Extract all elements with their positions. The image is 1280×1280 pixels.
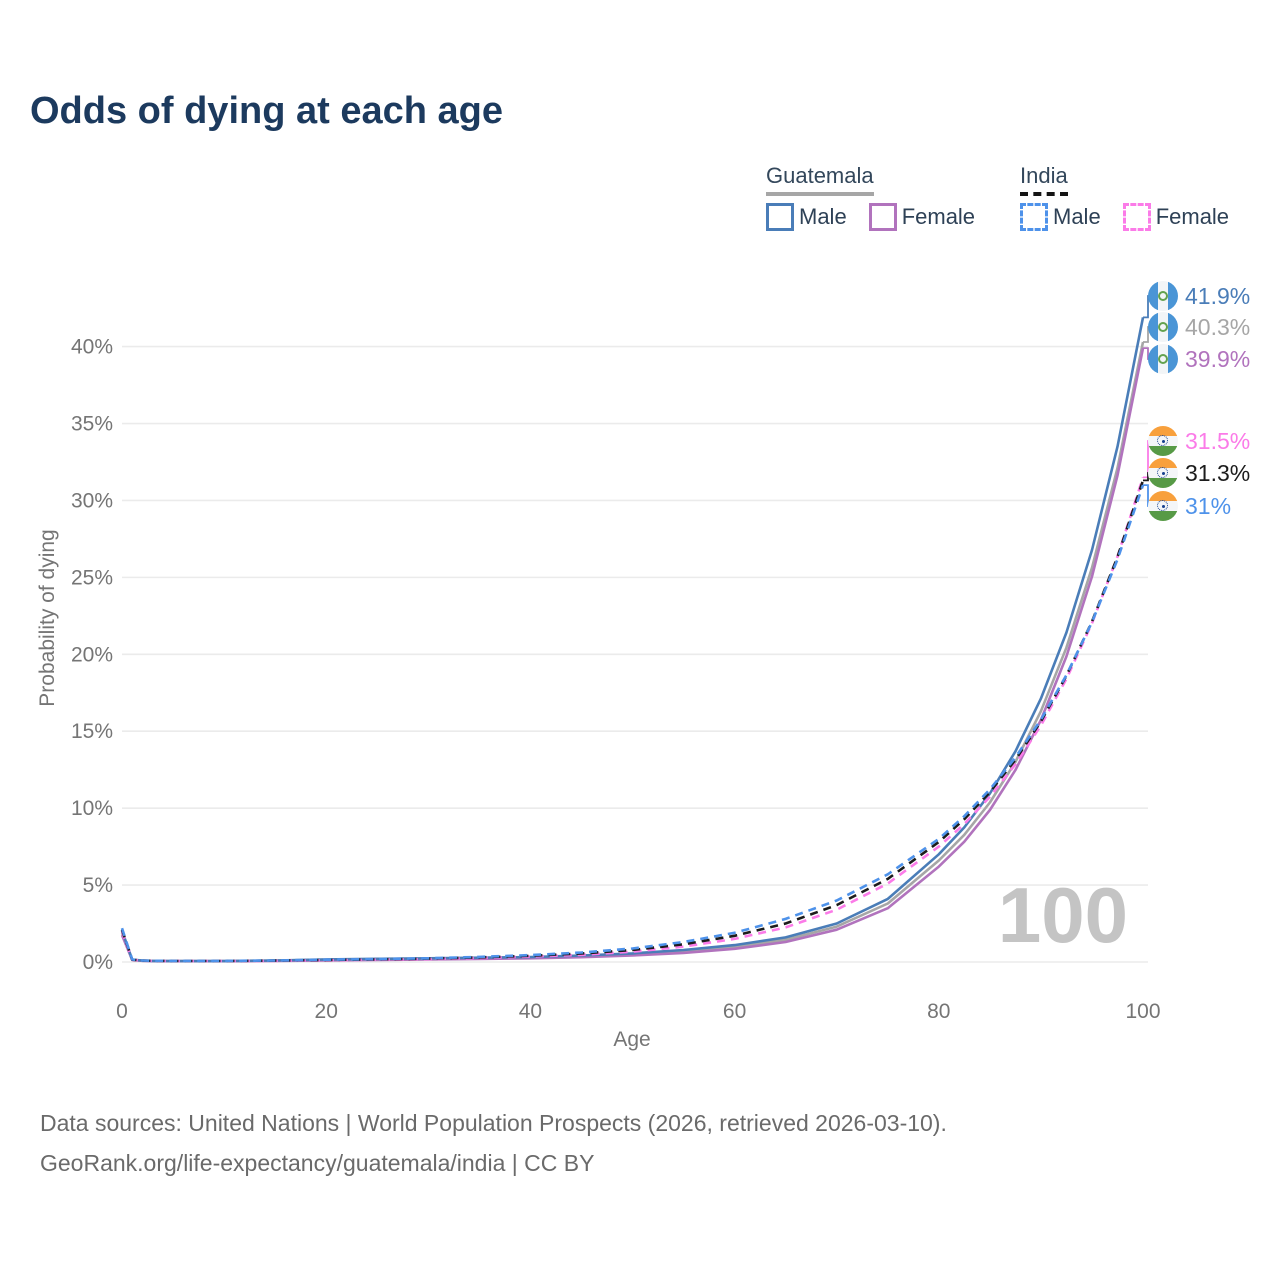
end-label-value-in-male: 31% [1185, 492, 1232, 519]
attribution-line: GeoRank.org/life-expectancy/guatemala/in… [40, 1150, 595, 1176]
legend-label-guatemala-male: Male [799, 204, 847, 229]
series-line-in-female [120, 477, 1145, 963]
x-tick-label: 0 [116, 1000, 128, 1023]
data-source-line: Data sources: United Nations | World Pop… [40, 1110, 947, 1136]
end-label-value-in-total: 31.3% [1185, 459, 1251, 486]
india-flag-icon [1148, 491, 1178, 521]
series-line-gt-total [120, 341, 1145, 963]
legend-swatch-guatemala-male-icon [766, 203, 794, 231]
legend-swatch-india-female-icon [1122, 203, 1151, 231]
legend-row-guatemala: Male Female [766, 203, 997, 231]
x-tick-label: 100 [1125, 1000, 1160, 1023]
end-label-gt-male: 41.9% [1148, 281, 1250, 311]
end-label-in-total: 31.3% [1148, 458, 1250, 488]
guatemala-flag-icon [1148, 281, 1178, 311]
legend-label-india-female: Female [1155, 204, 1230, 229]
page-title: Odds of dying at each age [30, 90, 503, 132]
guatemala-flag-icon [1148, 344, 1178, 374]
india-flag-icon [1148, 426, 1178, 456]
x-axis-title: Age [613, 1028, 651, 1051]
y-tick-label: 35% [71, 413, 113, 436]
legend-swatch-guatemala-female-icon [868, 203, 897, 231]
x-tick-label: 80 [927, 1000, 950, 1023]
x-tick-label: 20 [315, 1000, 338, 1023]
legend-row-india: Male Female [1020, 203, 1251, 231]
series-line-gt-male [120, 317, 1145, 963]
legend-group-guatemala: Guatemala Male Female [766, 163, 997, 231]
y-tick-label: 0% [83, 951, 113, 974]
india-flag-icon [1148, 458, 1178, 488]
legend-label-india-male: Male [1053, 204, 1101, 229]
y-tick-label: 20% [71, 643, 113, 666]
y-tick-label: 10% [71, 797, 113, 820]
end-label-value-gt-total: 40.3% [1185, 313, 1251, 340]
legend-country-guatemala: Guatemala [766, 163, 874, 196]
line-chart-plot: 0% 5% 10% 15% 20% 25% 30% 35% 40% 0 20 40 60 80 100 [71, 295, 1161, 1023]
legend-label-guatemala-female: Female [901, 204, 976, 229]
y-axis-title: Probability of dying [36, 529, 59, 707]
series-line-in-male [120, 484, 1145, 963]
y-tick-label: 25% [71, 566, 113, 589]
y-tick-label: 15% [71, 720, 113, 743]
end-label-value-gt-male: 41.9% [1185, 282, 1251, 309]
y-tick-label: 40% [71, 336, 113, 359]
legend-country-india: India [1020, 163, 1068, 196]
legend-swatch-india-male-icon [1020, 203, 1048, 231]
y-tick-label: 5% [83, 874, 113, 897]
end-label-in-female: 31.5% [1148, 426, 1250, 456]
legend-group-india: India Male Female [1020, 163, 1251, 231]
end-label-in-male: 31% [1148, 491, 1231, 521]
y-tick-label: 30% [71, 489, 113, 512]
x-tick-label: 60 [723, 1000, 746, 1023]
guatemala-flag-icon [1148, 312, 1178, 342]
end-label-value-in-female: 31.5% [1185, 427, 1251, 454]
x-tick-label: 40 [519, 1000, 542, 1023]
end-label-gt-total: 40.3% [1148, 312, 1250, 342]
age-counter-watermark: 100 [997, 871, 1128, 959]
end-label-gt-female: 39.9% [1148, 344, 1250, 374]
end-label-value-gt-female: 39.9% [1185, 345, 1251, 372]
